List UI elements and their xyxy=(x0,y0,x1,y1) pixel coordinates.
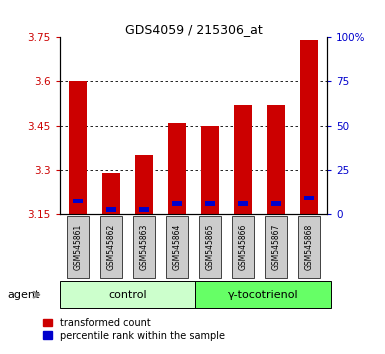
Bar xyxy=(172,201,182,206)
Bar xyxy=(304,195,314,200)
Text: GSM545864: GSM545864 xyxy=(172,224,181,270)
Text: GSM545861: GSM545861 xyxy=(74,224,82,270)
Bar xyxy=(106,207,116,212)
Bar xyxy=(199,216,221,278)
Bar xyxy=(60,281,195,308)
Bar xyxy=(73,199,83,203)
Bar xyxy=(267,105,285,214)
Text: GSM545862: GSM545862 xyxy=(106,224,115,270)
Bar xyxy=(133,216,155,278)
Bar xyxy=(298,216,320,278)
Bar xyxy=(100,216,122,278)
Text: GSM545868: GSM545868 xyxy=(305,224,313,270)
Bar xyxy=(69,81,87,214)
Bar xyxy=(67,216,89,278)
Text: GSM545867: GSM545867 xyxy=(271,224,281,270)
Legend: transformed count, percentile rank within the sample: transformed count, percentile rank withi… xyxy=(44,318,225,341)
Title: GDS4059 / 215306_at: GDS4059 / 215306_at xyxy=(125,23,262,36)
Bar xyxy=(234,105,252,214)
Text: control: control xyxy=(108,290,147,300)
Bar xyxy=(201,126,219,214)
Bar xyxy=(265,216,287,278)
Bar xyxy=(139,207,149,212)
Bar xyxy=(135,155,153,214)
Text: GSM545863: GSM545863 xyxy=(139,224,148,270)
Bar xyxy=(205,201,215,206)
Bar xyxy=(168,123,186,214)
Bar xyxy=(166,216,187,278)
Text: GSM545866: GSM545866 xyxy=(239,224,248,270)
Bar xyxy=(195,281,331,308)
Bar xyxy=(271,201,281,206)
Text: agent: agent xyxy=(8,290,40,300)
Bar xyxy=(102,173,120,214)
Text: γ-tocotrienol: γ-tocotrienol xyxy=(228,290,298,300)
Bar xyxy=(238,201,248,206)
Bar xyxy=(232,216,254,278)
Bar xyxy=(300,40,318,214)
Text: GSM545865: GSM545865 xyxy=(206,224,214,270)
